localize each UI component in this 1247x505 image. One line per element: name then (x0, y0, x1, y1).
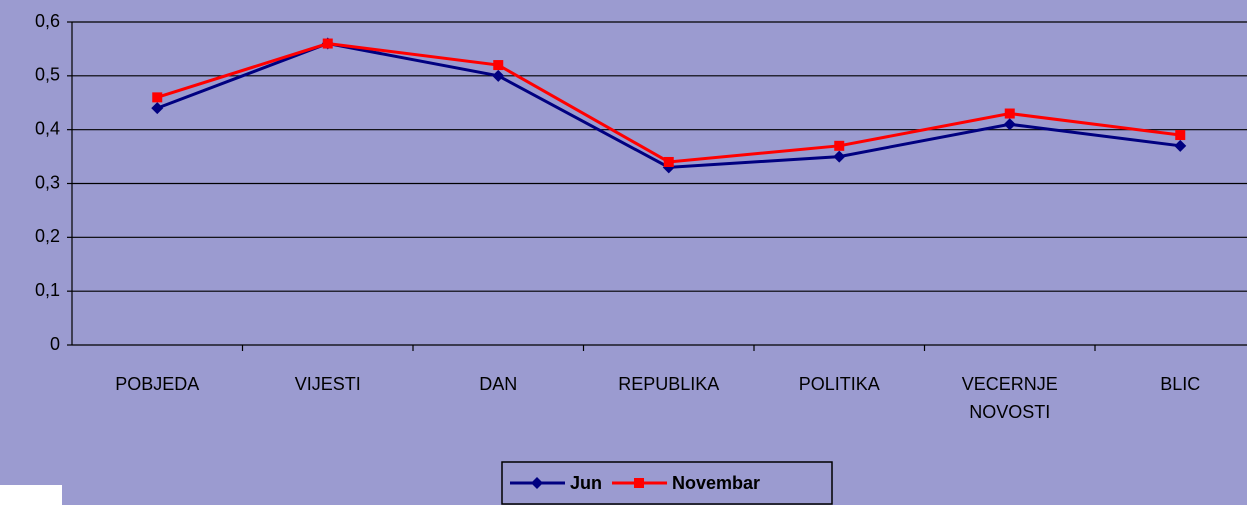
y-tick-label: 0,6 (35, 11, 60, 31)
x-tick-label: DAN (479, 374, 518, 394)
marker (151, 102, 164, 115)
y-tick-label: 0,3 (35, 172, 60, 192)
y-tick-label: 0 (50, 334, 60, 354)
marker (493, 60, 504, 71)
y-tick-label: 0,2 (35, 226, 60, 246)
legend-label: Novembar (672, 473, 760, 493)
marker (1175, 130, 1186, 141)
marker (322, 38, 333, 49)
x-tick-label: BLIC (1160, 374, 1201, 394)
marker (1004, 108, 1015, 119)
legend-label: Jun (570, 473, 602, 493)
x-tick-label: POLITIKA (798, 374, 880, 394)
marker (531, 477, 543, 489)
x-tick-label: REPUBLIKA (618, 374, 720, 394)
series-line (156, 41, 1181, 169)
marker (834, 140, 845, 151)
y-tick-label: 0,4 (35, 118, 60, 138)
x-tick-label: VECERNJE NOVOSTI (961, 374, 1058, 422)
y-tick-label: 0,5 (35, 65, 60, 85)
corner-patch (0, 485, 62, 505)
x-tick-label: VIJESTI (294, 374, 361, 394)
series-line (156, 42, 1181, 164)
marker (833, 150, 846, 163)
legend-box (501, 461, 833, 505)
y-tick-label: 0,1 (35, 280, 60, 300)
x-tick-label: POBJEDA (115, 374, 200, 394)
marker (492, 69, 505, 82)
marker (1174, 139, 1187, 152)
marker (152, 92, 163, 103)
marker (634, 478, 645, 488)
marker (1003, 118, 1016, 131)
marker (663, 156, 674, 167)
